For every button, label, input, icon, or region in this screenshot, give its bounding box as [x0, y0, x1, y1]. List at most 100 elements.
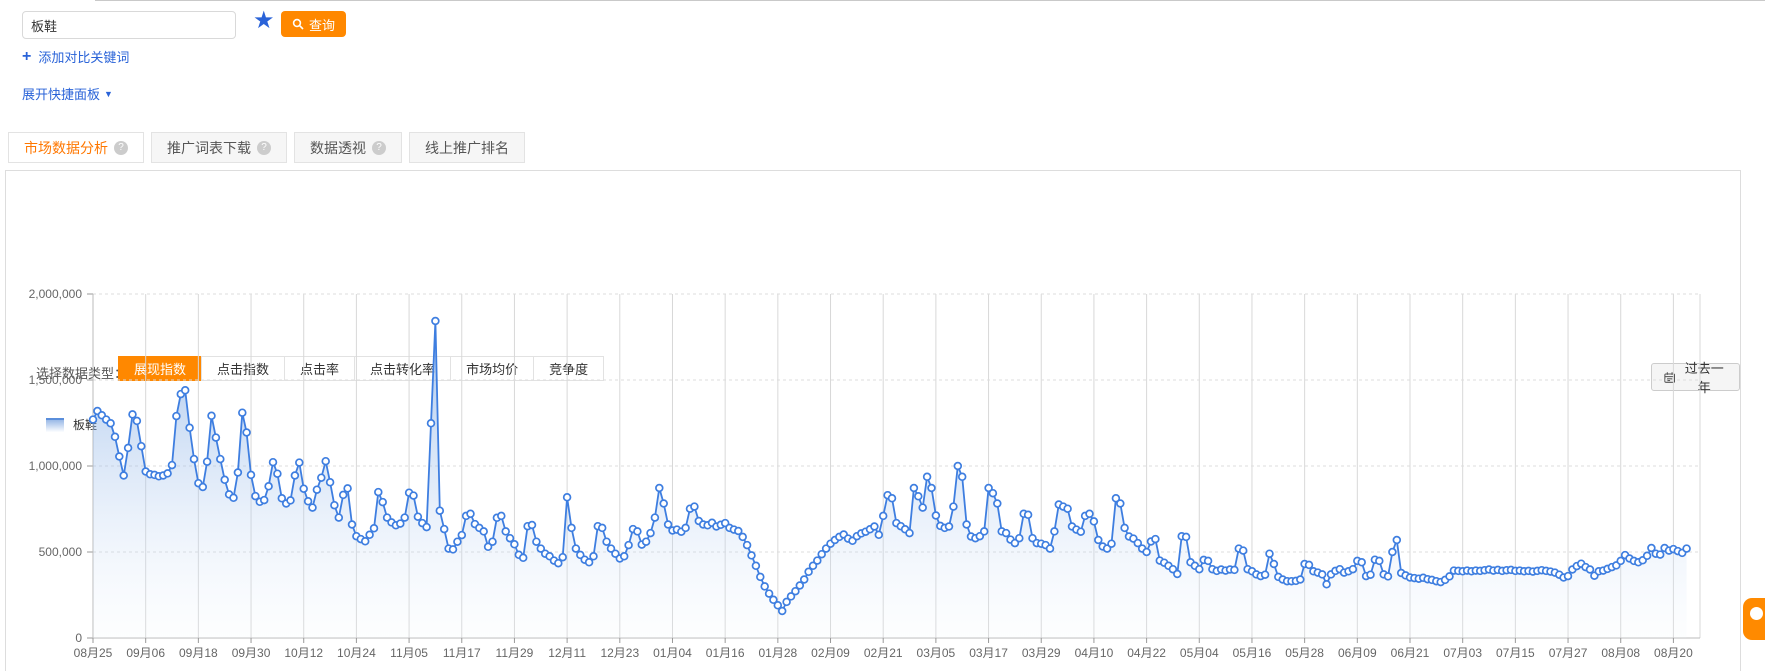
data-point[interactable]: [1173, 569, 1182, 579]
tab-data-pivot[interactable]: 数据透视?: [294, 132, 402, 163]
data-point[interactable]: [606, 544, 616, 553]
data-point[interactable]: [1296, 575, 1305, 584]
data-point[interactable]: [128, 410, 137, 419]
data-point[interactable]: [646, 528, 655, 538]
data-point[interactable]: [268, 457, 278, 467]
data-point[interactable]: [571, 544, 581, 553]
data-point[interactable]: [747, 551, 756, 560]
data-point[interactable]: [905, 528, 914, 538]
data-point[interactable]: [321, 456, 330, 466]
data-point[interactable]: [88, 415, 98, 424]
data-point[interactable]: [185, 423, 194, 433]
data-point[interactable]: [295, 458, 304, 467]
data-point[interactable]: [1203, 556, 1213, 566]
data-point[interactable]: [918, 503, 927, 512]
data-point[interactable]: [163, 469, 172, 478]
data-point[interactable]: [909, 483, 919, 493]
data-point[interactable]: [597, 523, 607, 533]
data-point[interactable]: [431, 316, 440, 326]
data-point[interactable]: [633, 527, 642, 536]
keyword-search-input[interactable]: [22, 11, 236, 39]
help-icon[interactable]: ?: [257, 140, 271, 155]
series-points[interactable]: [88, 316, 1691, 616]
data-point[interactable]: [501, 527, 510, 536]
data-point[interactable]: [949, 502, 958, 511]
data-point[interactable]: [308, 503, 317, 512]
data-point[interactable]: [497, 511, 506, 521]
data-point[interactable]: [242, 428, 251, 437]
data-point[interactable]: [1023, 510, 1033, 520]
data-point[interactable]: [1366, 570, 1375, 579]
data-point[interactable]: [786, 592, 796, 601]
data-point[interactable]: [1392, 535, 1402, 545]
data-point[interactable]: [172, 411, 181, 421]
data-point[interactable]: [233, 468, 243, 477]
data-point[interactable]: [264, 482, 273, 491]
data-point[interactable]: [751, 561, 761, 571]
data-point[interactable]: [1375, 556, 1384, 566]
data-point[interactable]: [795, 581, 805, 590]
data-point[interactable]: [1647, 543, 1656, 553]
data-point[interactable]: [681, 523, 690, 533]
data-point[interactable]: [769, 595, 778, 605]
data-point[interactable]: [957, 472, 967, 482]
data-point[interactable]: [602, 537, 611, 546]
data-point[interactable]: [993, 499, 1002, 508]
data-point[interactable]: [1357, 558, 1366, 567]
data-point[interactable]: [334, 513, 344, 522]
data-point[interactable]: [988, 488, 998, 498]
data-point[interactable]: [378, 497, 387, 507]
data-point[interactable]: [979, 527, 989, 536]
data-point[interactable]: [984, 483, 993, 493]
data-point[interactable]: [922, 472, 932, 482]
expand-quick-panel-link[interactable]: 展开快捷面板 ▼: [22, 84, 113, 103]
data-point[interactable]: [527, 520, 537, 530]
data-point[interactable]: [229, 493, 238, 503]
dtype-market-avg-price[interactable]: 市场均价: [450, 356, 535, 381]
data-point[interactable]: [453, 537, 462, 546]
data-point[interactable]: [777, 606, 787, 616]
data-point[interactable]: [1195, 564, 1204, 574]
data-point[interactable]: [167, 460, 177, 470]
dtype-impression-index[interactable]: 展现指数: [118, 356, 203, 381]
data-point[interactable]: [1383, 572, 1393, 581]
data-point[interactable]: [137, 441, 146, 451]
data-point[interactable]: [1045, 544, 1055, 553]
data-point[interactable]: [330, 500, 339, 510]
data-point[interactable]: [962, 520, 971, 529]
trend-chart[interactable]: 0 500,000 1,000,000 1,500,000 2,000,000 08月25…: [0, 255, 1742, 671]
data-point[interactable]: [207, 411, 216, 421]
data-point[interactable]: [1269, 559, 1279, 569]
data-point[interactable]: [817, 549, 826, 559]
data-point[interactable]: [220, 475, 229, 485]
data-point[interactable]: [1317, 570, 1327, 579]
data-point[interactable]: [488, 537, 497, 546]
data-point[interactable]: [198, 482, 208, 492]
data-point[interactable]: [251, 491, 260, 501]
data-point[interactable]: [211, 433, 221, 442]
data-point[interactable]: [180, 386, 190, 395]
data-point[interactable]: [510, 540, 519, 549]
data-point[interactable]: [1181, 532, 1191, 542]
data-point[interactable]: [347, 520, 357, 529]
data-point[interactable]: [426, 419, 436, 428]
data-point[interactable]: [655, 483, 664, 493]
data-point[interactable]: [457, 530, 467, 540]
data-point[interactable]: [764, 589, 774, 598]
data-point[interactable]: [1563, 571, 1573, 581]
data-point[interactable]: [690, 502, 699, 511]
data-point[interactable]: [1063, 504, 1072, 513]
data-point[interactable]: [931, 511, 941, 520]
data-point[interactable]: [1230, 565, 1239, 575]
data-point[interactable]: [365, 530, 374, 540]
data-point[interactable]: [374, 487, 383, 497]
data-point[interactable]: [650, 513, 660, 522]
data-point[interactable]: [1050, 527, 1059, 536]
data-point[interactable]: [1348, 564, 1358, 574]
data-point[interactable]: [619, 552, 629, 561]
data-point[interactable]: [303, 497, 313, 506]
data-point[interactable]: [1388, 547, 1397, 557]
data-point[interactable]: [115, 452, 124, 461]
data-point[interactable]: [1116, 499, 1125, 508]
data-point[interactable]: [505, 533, 515, 543]
